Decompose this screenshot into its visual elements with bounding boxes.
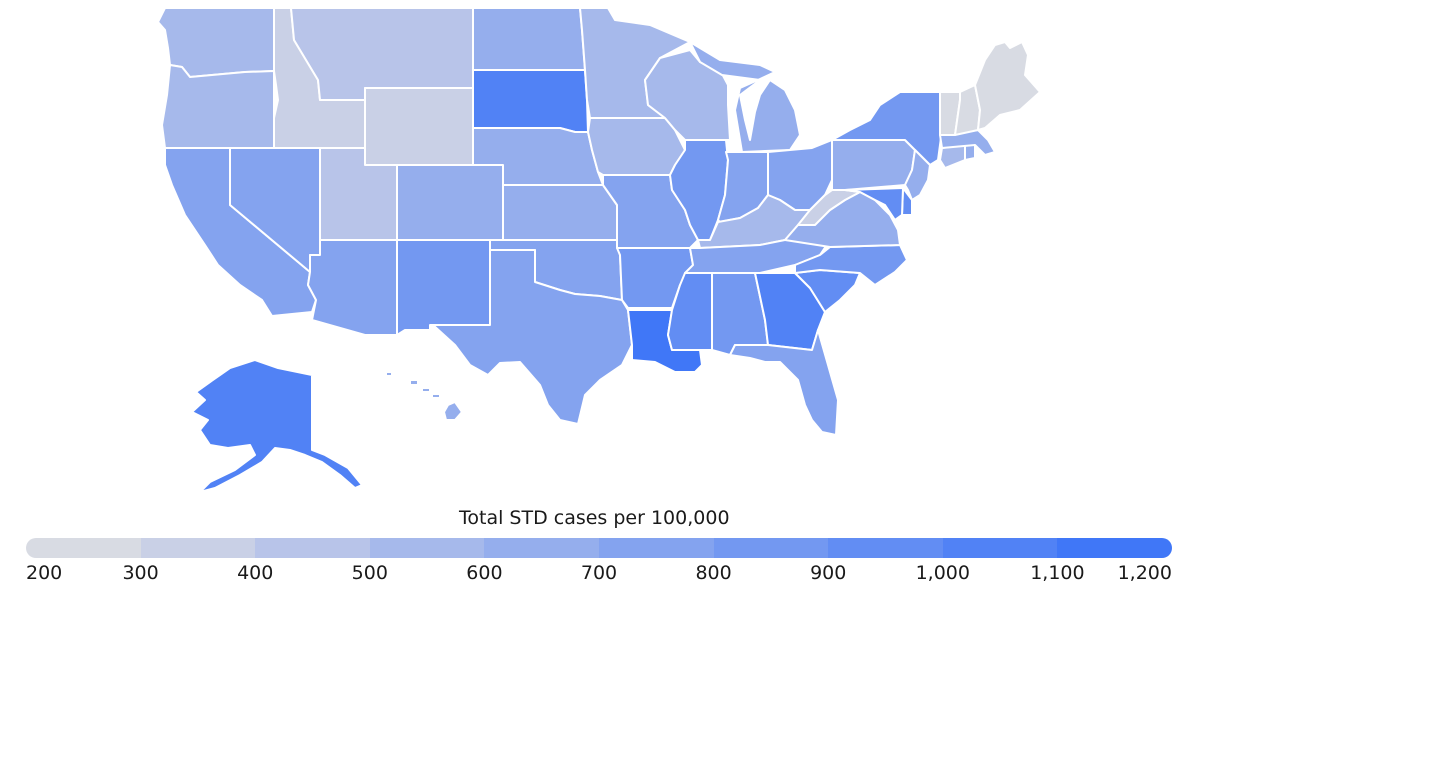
state-MA[interactable] xyxy=(939,129,996,156)
state-NC[interactable] xyxy=(794,244,908,286)
state-MT[interactable] xyxy=(290,7,474,101)
legend-segment xyxy=(828,538,943,558)
legend-segment xyxy=(598,538,714,558)
legend-tick-label: 800 xyxy=(695,562,732,584)
legend-segment xyxy=(140,538,256,558)
state-OR[interactable] xyxy=(161,64,275,149)
legend-segment xyxy=(1057,538,1172,558)
legend-tick-label: 200 xyxy=(26,562,63,584)
legend-tick-label: 300 xyxy=(122,562,159,584)
state-HI-islands[interactable] xyxy=(385,371,441,399)
state-WY[interactable] xyxy=(364,87,474,166)
legend-tick-label: 1,200 xyxy=(1117,562,1172,584)
state-MI[interactable] xyxy=(689,41,801,153)
state-TN[interactable] xyxy=(684,239,831,274)
state-ND[interactable] xyxy=(472,7,586,71)
legend-segment xyxy=(26,538,141,558)
state-IA[interactable] xyxy=(587,117,686,176)
legend-tick-label: 600 xyxy=(466,562,503,584)
legend-tick-label: 400 xyxy=(237,562,274,584)
state-ME[interactable] xyxy=(974,41,1041,131)
state-AZ[interactable] xyxy=(307,239,398,336)
state-PA[interactable] xyxy=(831,139,916,191)
state-HI[interactable] xyxy=(443,401,463,421)
legend-title: Total STD cases per 100,000 xyxy=(459,507,730,529)
state-MD[interactable] xyxy=(844,187,904,221)
legend-tick-label: 900 xyxy=(810,562,847,584)
state-SD[interactable] xyxy=(472,69,589,133)
legend-tick-label: 1,000 xyxy=(915,562,970,584)
state-KS[interactable] xyxy=(502,184,618,241)
legend-segment xyxy=(713,538,829,558)
legend-segment xyxy=(255,538,370,558)
state-FL[interactable] xyxy=(729,329,839,436)
state-TX[interactable] xyxy=(432,249,633,425)
state-WV[interactable] xyxy=(797,189,861,226)
legend-color-scale xyxy=(26,538,1172,558)
state-CO[interactable] xyxy=(396,164,504,241)
legend-tick-label: 1,100 xyxy=(1030,562,1085,584)
legend-segment xyxy=(942,538,1058,558)
legend-tick-label: 500 xyxy=(351,562,388,584)
legend-segment xyxy=(369,538,485,558)
legend-tick-label: 700 xyxy=(580,562,618,584)
us-choropleth-map xyxy=(157,7,1041,493)
state-AK[interactable] xyxy=(191,359,363,493)
state-RI[interactable] xyxy=(964,144,976,161)
legend-segment xyxy=(484,538,599,558)
state-NM[interactable] xyxy=(396,239,491,336)
